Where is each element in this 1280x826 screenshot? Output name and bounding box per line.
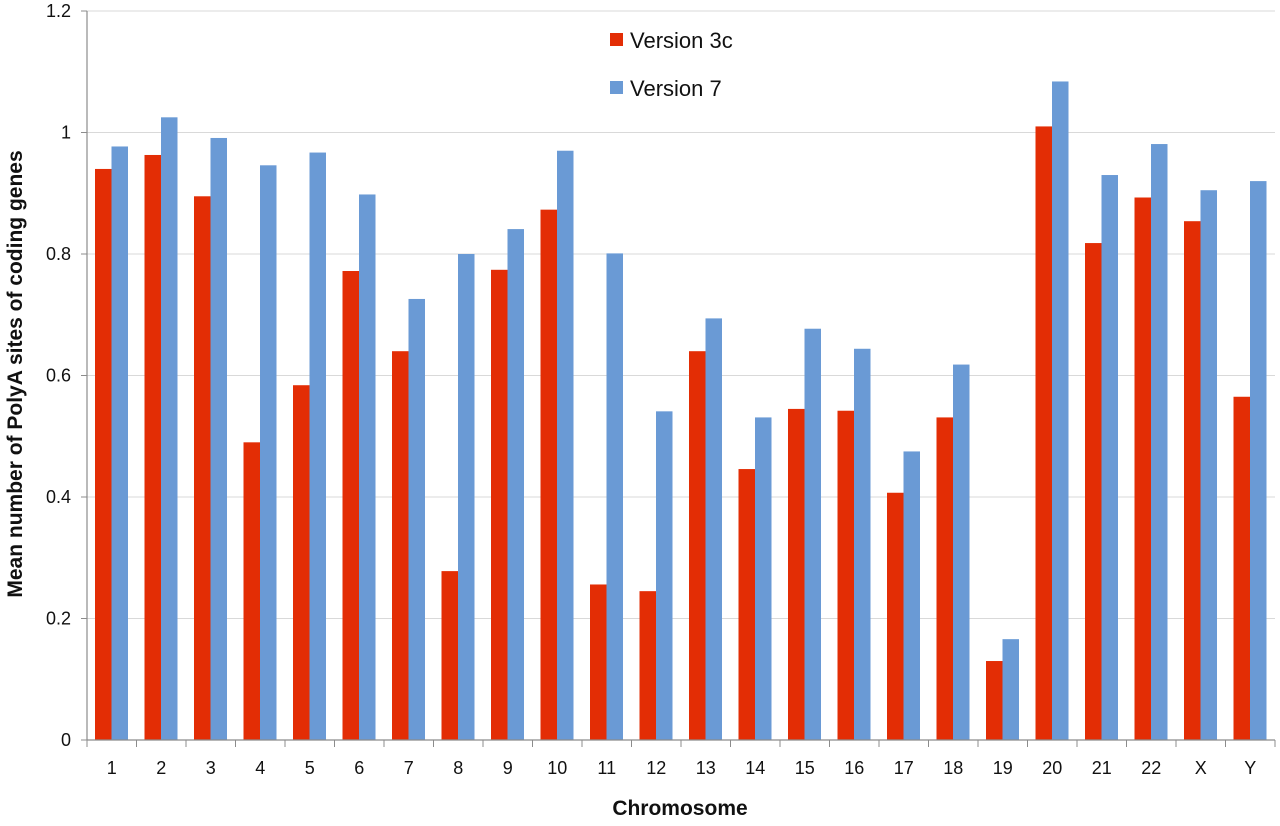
tick-labels: 00.20.40.60.811.21 2 3 4 5 6 7 8 9 10 11 12 13 14 15 16… xyxy=(46,1,1256,778)
bar-series-1-12 xyxy=(639,591,656,740)
x-tick-label: 19 xyxy=(993,758,1013,778)
x-tick-label: 7 xyxy=(404,758,414,778)
bar-series-1-7 xyxy=(392,351,409,740)
bar-series-2-18 xyxy=(953,364,970,740)
y-tick-label: 1 xyxy=(61,123,71,143)
bar-series-2-Y xyxy=(1250,181,1267,741)
x-tick-label: 17 xyxy=(894,758,914,778)
bar-series-2-10 xyxy=(557,150,574,741)
x-tick-label: 11 xyxy=(597,758,616,778)
x-tick-label: X xyxy=(1195,758,1207,778)
x-tick-label: 6 xyxy=(354,758,364,778)
bar-series-2-20 xyxy=(1052,81,1069,741)
bar-series-1-9 xyxy=(491,269,508,740)
bar-series-1-Y xyxy=(1233,396,1250,740)
bar-series-2-19 xyxy=(1002,639,1019,740)
y-tick-label: 0 xyxy=(61,730,71,750)
x-tick-label: 2 xyxy=(156,758,166,778)
bar-series-2-17 xyxy=(903,451,920,740)
bar-series-1-6 xyxy=(342,271,359,740)
bar-series-1-3 xyxy=(194,196,211,741)
bar-series-2-5 xyxy=(309,152,326,741)
bar-series-2-22 xyxy=(1151,144,1168,741)
bar-series-2-4 xyxy=(260,165,277,740)
bar-series-1-10 xyxy=(540,209,557,741)
x-tick-label: 14 xyxy=(745,758,765,778)
bar-series-2-9 xyxy=(507,229,524,740)
legend-label: Version 3c xyxy=(630,28,733,53)
bar-series-2-6 xyxy=(359,194,376,741)
bar-series-1-5 xyxy=(293,385,310,740)
x-tick-label: 12 xyxy=(646,758,666,778)
x-tick-label: 8 xyxy=(453,758,463,778)
legend: Version 3c Version 7 xyxy=(610,28,733,101)
x-tick-label: 20 xyxy=(1042,758,1062,778)
x-tick-label: 22 xyxy=(1141,758,1161,778)
x-tick-label: 3 xyxy=(206,758,216,778)
bar-series-1-17 xyxy=(887,492,904,740)
bars xyxy=(95,81,1267,741)
bar-series-2-16 xyxy=(854,348,871,740)
bar-series-2-12 xyxy=(656,411,673,740)
bar-series-2-7 xyxy=(408,298,425,740)
bar-series-1-19 xyxy=(986,661,1003,740)
bar-series-1-18 xyxy=(936,417,953,740)
gridlines xyxy=(87,10,1275,619)
x-tick-label: 9 xyxy=(503,758,513,778)
y-tick-label: 0.4 xyxy=(46,487,71,507)
x-tick-label: 1 xyxy=(107,758,117,778)
bar-series-1-13 xyxy=(689,351,706,740)
bar-series-1-1 xyxy=(95,168,112,740)
y-axis-title: Mean number of PolyA sites of coding gen… xyxy=(4,150,27,597)
bar-series-1-11 xyxy=(590,584,607,740)
bar-series-1-2 xyxy=(144,154,161,741)
legend-swatch xyxy=(610,81,623,94)
y-tick-label: 0.8 xyxy=(46,244,71,264)
x-tick-label: 5 xyxy=(305,758,315,778)
bar-series-1-20 xyxy=(1035,126,1052,741)
bar-series-2-13 xyxy=(705,318,722,740)
bar-series-1-16 xyxy=(837,410,854,740)
x-tick-label: 15 xyxy=(795,758,815,778)
x-axis-title: Chromosome xyxy=(612,797,747,820)
bar-series-2-21 xyxy=(1101,175,1118,740)
x-tick-label: 4 xyxy=(255,758,265,778)
legend-label: Version 7 xyxy=(630,76,722,101)
axes xyxy=(81,10,1276,747)
bar-series-1-4 xyxy=(243,442,260,740)
bar-series-1-15 xyxy=(788,408,805,740)
bar-series-2-3 xyxy=(210,137,227,740)
y-tick-label: 0.6 xyxy=(46,366,71,386)
bar-series-1-21 xyxy=(1085,243,1102,740)
bar-series-2-15 xyxy=(804,328,821,740)
bar-series-1-8 xyxy=(441,571,458,740)
x-tick-label: 18 xyxy=(943,758,963,778)
bar-series-2-1 xyxy=(111,146,128,740)
bar-series-2-X xyxy=(1200,190,1217,740)
x-tick-label: 16 xyxy=(844,758,864,778)
x-tick-label: 10 xyxy=(547,758,567,778)
x-tick-label: Y xyxy=(1244,758,1256,778)
bar-series-2-14 xyxy=(755,417,772,740)
bar-series-2-11 xyxy=(606,253,623,740)
bar-series-1-X xyxy=(1184,221,1201,740)
x-tick-label: 21 xyxy=(1092,758,1112,778)
bar-series-1-22 xyxy=(1134,197,1151,740)
y-tick-label: 0.2 xyxy=(46,609,71,629)
bar-series-1-14 xyxy=(738,469,755,740)
y-tick-label: 1.2 xyxy=(46,1,71,21)
bar-series-2-2 xyxy=(161,117,178,740)
bar-series-2-8 xyxy=(458,254,475,740)
legend-swatch xyxy=(610,33,623,46)
x-tick-label: 13 xyxy=(696,758,716,778)
